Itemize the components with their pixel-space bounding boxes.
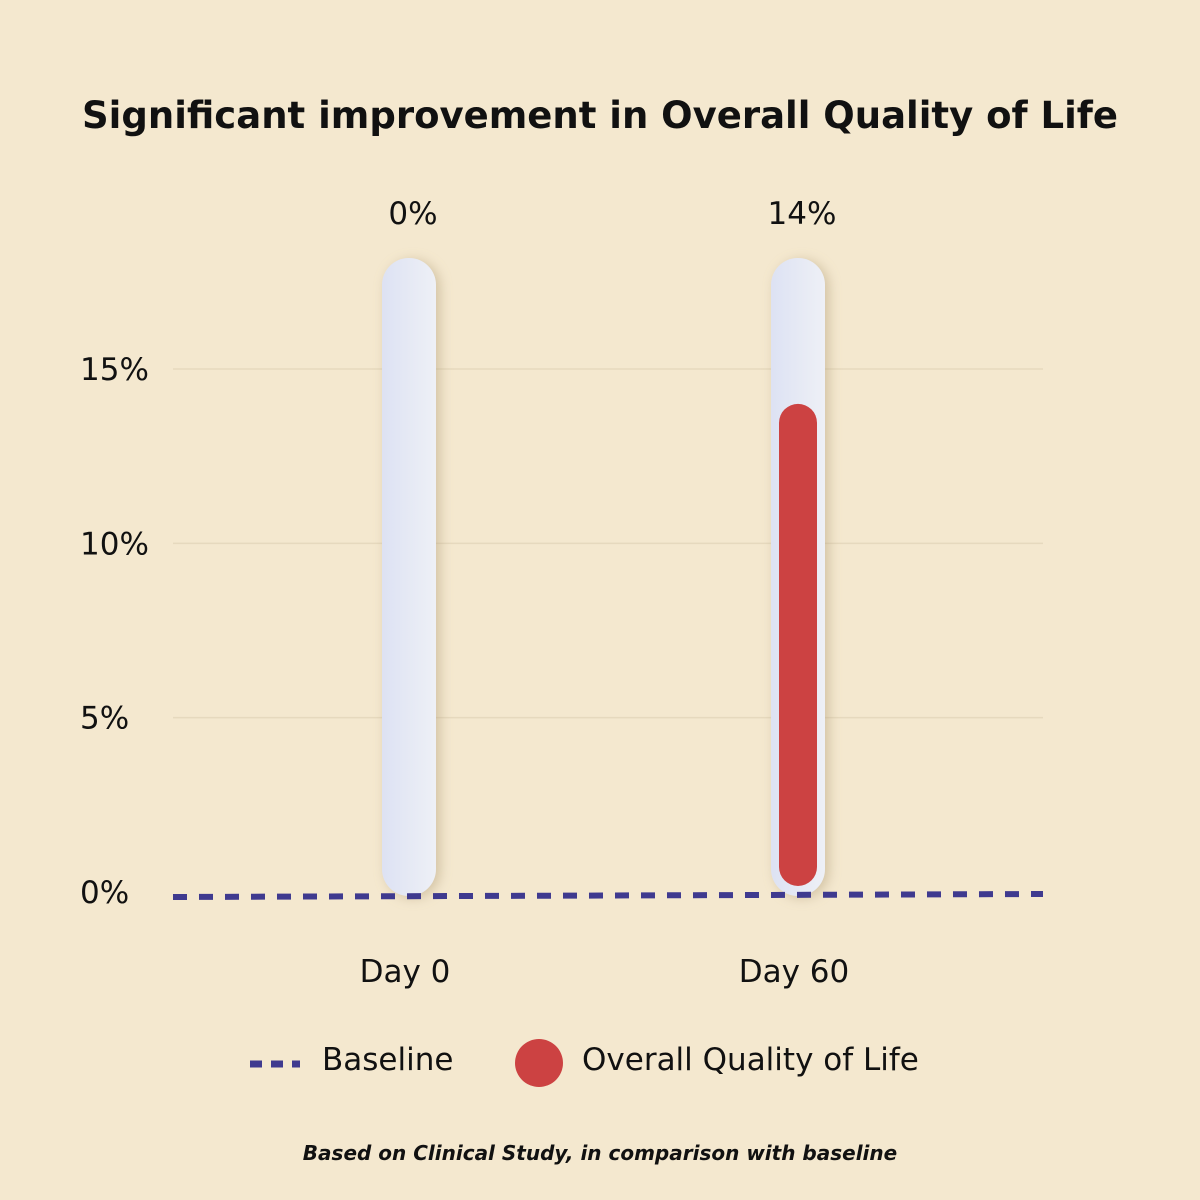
x-tick-label: Day 60: [739, 954, 850, 990]
value-label: 0%: [388, 196, 437, 232]
legend-baseline-label: Baseline: [322, 1042, 453, 1078]
y-tick-label: 5%: [80, 701, 129, 737]
baseline-line: [172, 891, 1044, 900]
value-label: 14%: [768, 196, 837, 232]
legend-quality-label: Overall Quality of Life: [582, 1042, 919, 1078]
bar-track: [382, 258, 436, 896]
y-tick-label: 10%: [80, 526, 149, 562]
chart-title: Significant improvement in Overall Quali…: [82, 94, 1118, 137]
legend-quality-swatch: [515, 1039, 563, 1087]
x-tick-label: Day 0: [360, 954, 451, 990]
y-tick-label: 0%: [80, 875, 129, 911]
bar-day-60: [779, 403, 817, 886]
footnote: Based on Clinical Study, in comparison w…: [303, 1141, 897, 1165]
y-tick-label: 15%: [80, 352, 149, 388]
